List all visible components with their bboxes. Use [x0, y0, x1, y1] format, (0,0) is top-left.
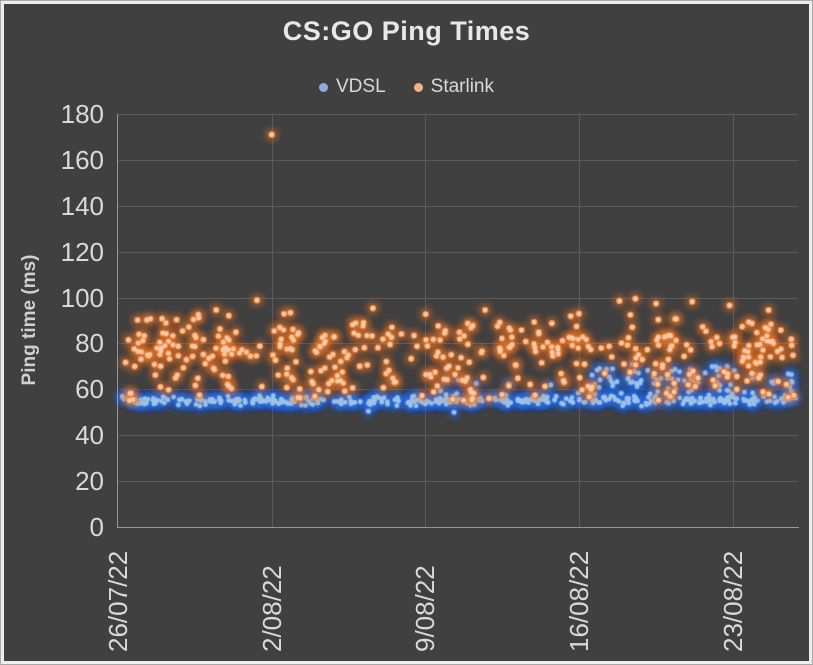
y-tick-label: 60 [75, 374, 104, 405]
starlink-dot-icon [413, 82, 423, 92]
y-tick-label: 140 [60, 190, 104, 221]
legend-label-starlink: Starlink [430, 76, 494, 97]
x-tick-label: 16/08/22 [564, 550, 595, 652]
y-tick-label: 100 [60, 282, 104, 313]
y-tick-label: 160 [60, 144, 104, 175]
y-tick-label: 120 [60, 236, 104, 267]
x-tick-label: 23/08/22 [717, 550, 748, 652]
legend-label-vdsl: VDSL [336, 76, 386, 97]
plot-area [104, 100, 812, 541]
legend-item-starlink: Starlink [413, 76, 494, 98]
x-axis-line [117, 527, 799, 528]
x-tick-label: 26/07/22 [103, 550, 133, 652]
legend-item-vdsl: VDSL [319, 76, 386, 98]
x-tick-label: 9/08/22 [410, 565, 441, 652]
scatter-canvas [104, 100, 812, 541]
y-tick-label: 20 [75, 466, 104, 497]
legend: VDSL Starlink [0, 76, 813, 98]
y-tick-label: 80 [75, 328, 104, 359]
x-tick-label: 2/08/22 [256, 565, 287, 652]
chart-title: CS:GO Ping Times [282, 16, 531, 46]
y-axis-line [117, 114, 118, 528]
y-tick-label: 180 [60, 99, 104, 129]
y-tick-label: 0 [89, 512, 104, 542]
vdsl-dot-icon [319, 82, 328, 92]
y-tick-label: 40 [75, 420, 104, 451]
